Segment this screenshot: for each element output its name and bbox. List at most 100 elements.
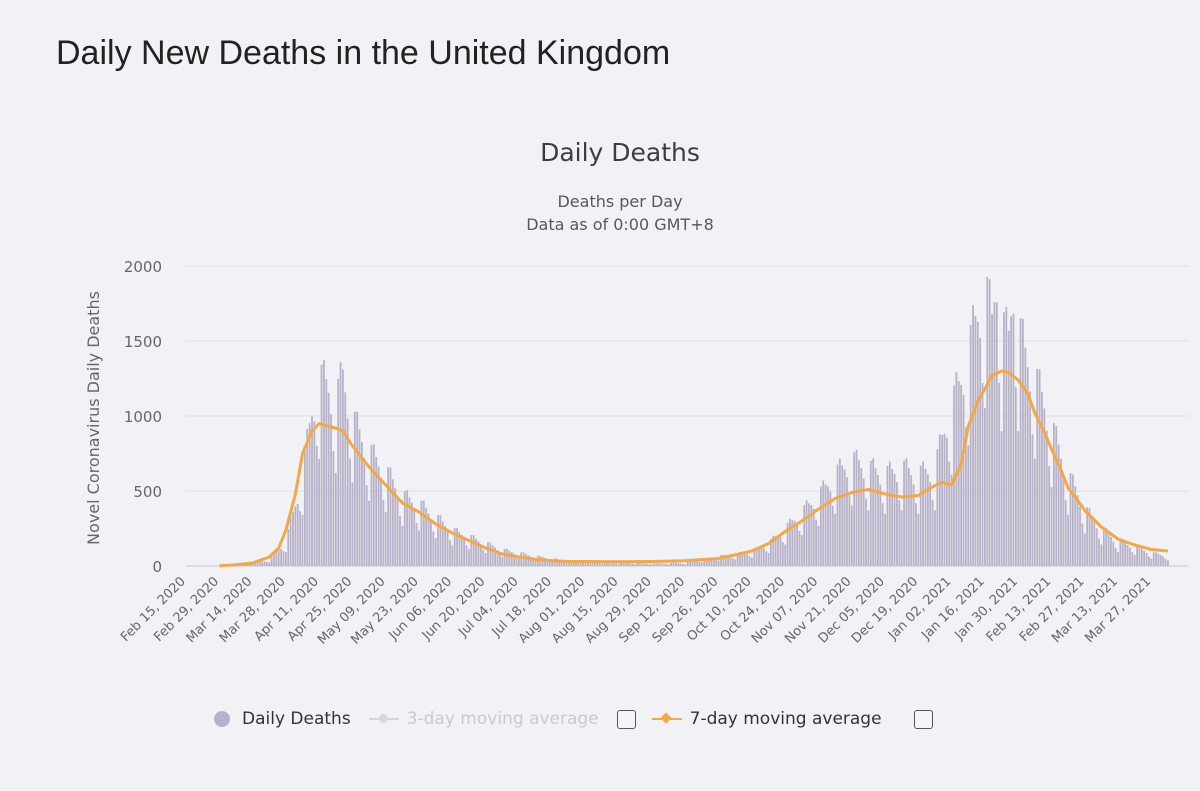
bar-daily-deaths (969, 324, 972, 566)
bar-daily-deaths (563, 561, 565, 566)
7-day-ma-marker-icon (651, 712, 682, 726)
bar-daily-deaths (1014, 387, 1017, 566)
bar-daily-deaths (506, 548, 508, 566)
legend-item-7-day-ma[interactable]: 7-day moving average (651, 709, 882, 729)
bar-daily-deaths (430, 519, 432, 566)
bar-daily-deaths (717, 560, 720, 566)
bar-daily-deaths (546, 558, 549, 566)
bar-daily-deaths (886, 465, 889, 566)
bar-daily-deaths (912, 484, 915, 566)
bar-daily-deaths (663, 563, 665, 566)
bar-daily-deaths (570, 560, 573, 566)
bar-daily-deaths (646, 563, 649, 566)
bar-daily-deaths (991, 314, 993, 566)
bar-daily-deaths (964, 427, 967, 566)
bar-daily-deaths (819, 486, 822, 566)
bar-daily-deaths (498, 554, 501, 566)
bar-daily-deaths (1003, 312, 1005, 566)
bar-daily-deaths (907, 468, 910, 566)
bar-daily-deaths (893, 474, 896, 566)
bar-daily-deaths (1000, 431, 1003, 566)
toggle-7-day-ma-checkbox[interactable] (913, 709, 933, 729)
bar-daily-deaths (572, 560, 575, 566)
legend-item-daily-deaths[interactable]: Daily Deaths (214, 709, 351, 729)
bar-daily-deaths (453, 528, 456, 566)
bar-daily-deaths (867, 510, 870, 566)
chart-subtitle-line-2: Data as of 0:00 GMT+8 (526, 215, 714, 234)
bar-daily-deaths (1007, 330, 1010, 566)
bar-daily-deaths (273, 552, 275, 566)
bar-daily-deaths (808, 503, 810, 566)
bar-daily-deaths (1048, 466, 1051, 566)
bar-daily-deaths (950, 474, 953, 566)
bar-daily-deaths (746, 553, 749, 566)
toggle-3-day-ma-checkbox[interactable] (616, 709, 636, 729)
bar-daily-deaths (586, 560, 589, 566)
bar-daily-deaths (834, 513, 837, 566)
bar-daily-deaths (425, 507, 428, 566)
y-tick-label: 1500 (124, 333, 162, 351)
bar-daily-deaths (1157, 554, 1160, 566)
bar-daily-deaths (451, 545, 454, 566)
bar-daily-deaths (743, 553, 746, 566)
bar-daily-deaths (679, 563, 682, 566)
bar-daily-deaths (736, 553, 739, 566)
bar-daily-deaths (1164, 559, 1167, 566)
bar-daily-deaths (517, 558, 520, 566)
bar-daily-deaths (701, 562, 703, 566)
bar-daily-deaths (729, 556, 732, 566)
bar-daily-deaths (805, 500, 808, 566)
bar-daily-deaths (877, 475, 879, 566)
bar-daily-deaths (422, 500, 425, 566)
bar-daily-deaths (308, 423, 311, 566)
bar-daily-deaths (479, 544, 482, 566)
bar-daily-deaths (558, 559, 561, 566)
bar-daily-deaths (967, 445, 970, 566)
bar-daily-deaths (891, 469, 894, 566)
bar-daily-deaths (1041, 391, 1043, 566)
bar-daily-deaths (720, 555, 722, 566)
bar-daily-deaths (282, 551, 285, 566)
bar-daily-deaths (320, 364, 323, 566)
legend-item-3-day-ma[interactable]: 3-day moving average (368, 709, 599, 729)
bar-daily-deaths (501, 556, 504, 566)
bar-daily-deaths (848, 495, 851, 566)
bar-daily-deaths (708, 557, 710, 566)
bar-daily-deaths (484, 552, 487, 566)
bar-daily-deaths (1167, 560, 1169, 566)
bar-daily-deaths (527, 555, 530, 566)
bar-daily-deaths (829, 491, 832, 566)
bar-daily-deaths (508, 550, 511, 566)
bar-daily-deaths (358, 429, 361, 566)
bar-daily-deaths (955, 372, 958, 566)
bar-daily-deaths (375, 457, 378, 566)
bar-daily-deaths (881, 503, 884, 566)
bar-daily-deaths (589, 560, 592, 566)
bar-daily-deaths (1079, 506, 1081, 566)
bar-daily-deaths (482, 549, 485, 566)
y-tick-label: 1000 (124, 408, 162, 426)
bar-daily-deaths (534, 560, 537, 566)
bar-daily-deaths (670, 562, 672, 566)
bar-daily-deaths (353, 411, 356, 566)
bar-daily-deaths (822, 480, 825, 566)
bar-daily-deaths (850, 505, 853, 566)
bar-daily-deaths (1150, 558, 1153, 566)
bar-daily-deaths (296, 503, 299, 566)
bar-daily-deaths (815, 519, 817, 566)
bar-daily-deaths (817, 526, 820, 566)
bar-daily-deaths (1043, 408, 1046, 566)
bar-daily-deaths (544, 557, 546, 566)
bar-daily-deaths (1112, 541, 1115, 566)
bar-daily-deaths (261, 561, 263, 566)
bar-daily-deaths (617, 564, 620, 566)
bar-daily-deaths (636, 562, 639, 566)
bar-daily-deaths (838, 458, 841, 566)
bar-daily-deaths (1133, 554, 1136, 566)
bar-daily-deaths (449, 540, 451, 566)
bar-daily-deaths (698, 561, 701, 566)
bar-daily-deaths (1036, 369, 1039, 566)
bar-daily-deaths (696, 561, 699, 566)
bar-daily-deaths (857, 460, 860, 566)
